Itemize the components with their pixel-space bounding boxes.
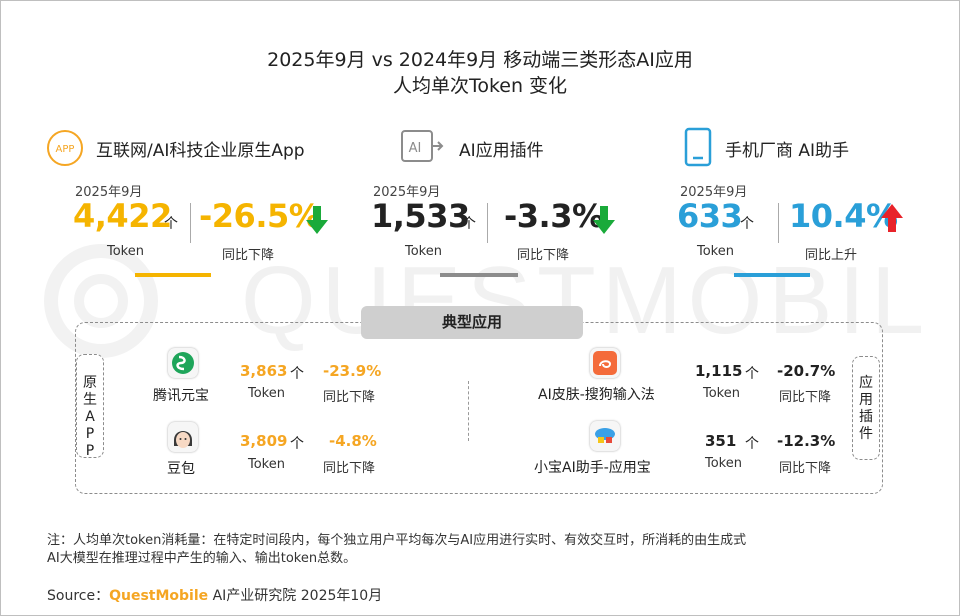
app-name: AI皮肤-搜狗输入法 bbox=[538, 387, 655, 403]
page-subtitle: 人均单次Token 变化 bbox=[392, 75, 568, 97]
app-unit: 个 bbox=[745, 366, 759, 382]
footnote: 注：人均单次token消耗量：在特定时间段内，每个独立用户平均每次与AI应用进行… bbox=[47, 533, 747, 548]
value-phone: 633 bbox=[677, 197, 743, 235]
app-change-label: 同比下降 bbox=[779, 390, 832, 405]
plugin-tag: 应用插件 bbox=[852, 356, 880, 460]
typical-apps-tag: 典型应用 bbox=[361, 306, 583, 339]
category-name-native: 互联网/AI科技企业原生App bbox=[96, 141, 305, 161]
underline-phone bbox=[734, 273, 810, 277]
app-unit: 个 bbox=[290, 436, 304, 452]
label-native: Token bbox=[107, 244, 144, 259]
source: Source：QuestMobile AI产业研究院 2025年10月 bbox=[47, 585, 382, 605]
footnote-line2: AI大模型在推理过程中产生的输入、输出token总数。 bbox=[47, 551, 357, 566]
separator bbox=[487, 203, 488, 243]
change-plugin: -3.3% bbox=[504, 197, 604, 235]
label-plugin: Token bbox=[405, 244, 442, 259]
app-label: Token bbox=[703, 386, 740, 401]
app-value: 1,115 bbox=[695, 362, 743, 380]
app-label: Token bbox=[248, 457, 285, 472]
app-name: 豆包 bbox=[167, 461, 195, 477]
source-brand: QuestMobile bbox=[109, 588, 209, 604]
svg-text:AI: AI bbox=[409, 141, 422, 156]
yuanbao-icon bbox=[168, 348, 198, 378]
app-change: -23.9% bbox=[323, 362, 382, 380]
app-value: 3,863 bbox=[240, 362, 288, 380]
app-circle-icon: APP bbox=[46, 129, 84, 171]
underline-plugin bbox=[440, 273, 518, 277]
native-app-tag: 原生APP bbox=[76, 354, 104, 459]
app-change: -12.3% bbox=[777, 432, 836, 450]
ai-plugin-icon: AI bbox=[400, 129, 444, 169]
label-phone: Token bbox=[697, 244, 734, 259]
category-name-plugin: AI应用插件 bbox=[459, 141, 544, 161]
native-app-tag-text: 原生APP bbox=[83, 375, 97, 459]
app-label: Token bbox=[248, 386, 285, 401]
separator bbox=[778, 203, 779, 243]
plugin-tag-text: 应用插件 bbox=[859, 375, 873, 442]
period-plugin: 2025年9月 bbox=[373, 185, 441, 200]
app-change: -20.7% bbox=[777, 362, 836, 380]
svg-text:APP: APP bbox=[56, 144, 75, 155]
phone-icon bbox=[684, 127, 712, 171]
arrow-up-icon bbox=[881, 204, 903, 236]
app-unit: 个 bbox=[290, 366, 304, 382]
arrow-down-icon bbox=[593, 206, 615, 238]
arrow-down-icon bbox=[306, 206, 328, 238]
change-native: -26.5% bbox=[199, 197, 321, 235]
underline-native bbox=[135, 273, 211, 277]
change-phone: 10.4% bbox=[789, 197, 898, 235]
source-suffix: AI产业研究院 2025年10月 bbox=[208, 588, 383, 604]
app-change-label: 同比下降 bbox=[323, 390, 376, 405]
middle-divider bbox=[468, 381, 469, 441]
sogou-icon bbox=[590, 348, 620, 378]
unit-native: 个 bbox=[164, 216, 178, 232]
app-change: -4.8% bbox=[329, 432, 377, 450]
unit-plugin: 个 bbox=[462, 216, 476, 232]
app-label: Token bbox=[705, 456, 742, 471]
yingyongbao-icon bbox=[590, 421, 620, 451]
app-change-label: 同比下降 bbox=[323, 461, 376, 476]
app-name: 腾讯元宝 bbox=[153, 388, 209, 404]
change-label-phone: 同比上升 bbox=[805, 248, 858, 263]
app-value: 351 bbox=[705, 432, 737, 450]
app-name: 小宝AI助手-应用宝 bbox=[534, 460, 651, 476]
app-value: 3,809 bbox=[240, 432, 288, 450]
period-native: 2025年9月 bbox=[75, 185, 143, 200]
unit-phone: 个 bbox=[740, 216, 754, 232]
change-label-plugin: 同比下降 bbox=[517, 248, 570, 263]
page-title: 2025年9月 vs 2024年9月 移动端三类形态AI应用 bbox=[267, 49, 693, 71]
period-phone: 2025年9月 bbox=[680, 185, 748, 200]
doubao-icon bbox=[168, 422, 198, 452]
value-plugin: 1,533 bbox=[371, 197, 470, 235]
category-name-phone: 手机厂商 AI助手 bbox=[725, 141, 850, 161]
app-unit: 个 bbox=[745, 436, 759, 452]
change-label-native: 同比下降 bbox=[222, 248, 275, 263]
separator bbox=[190, 203, 191, 243]
source-prefix: Source： bbox=[47, 588, 110, 604]
app-change-label: 同比下降 bbox=[779, 461, 832, 476]
value-native: 4,422 bbox=[73, 197, 172, 235]
